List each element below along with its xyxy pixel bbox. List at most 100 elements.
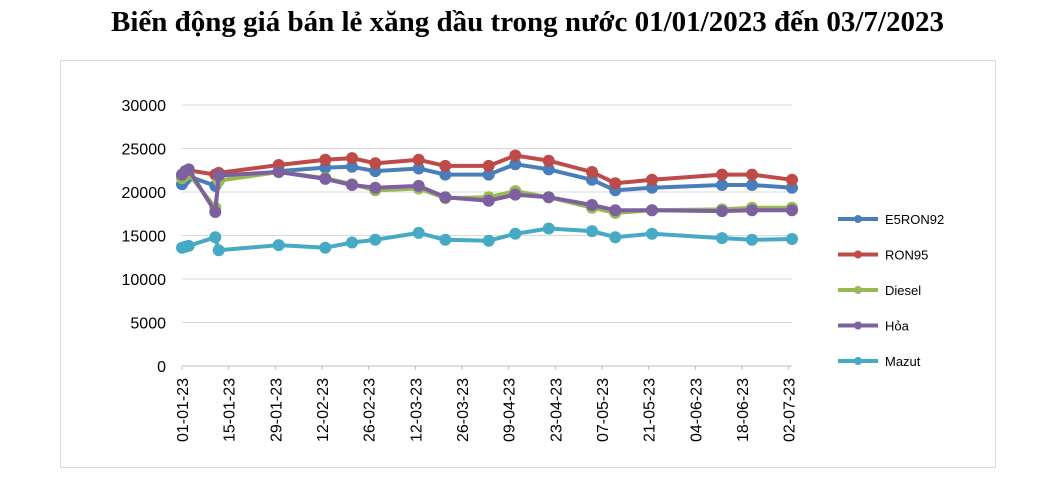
legend-item: Diesel bbox=[838, 283, 921, 298]
x-tick-label: 26-02-23 bbox=[362, 378, 379, 442]
legend-swatch-marker bbox=[854, 286, 862, 294]
data-point bbox=[646, 173, 658, 186]
x-tick-label: 26-03-23 bbox=[455, 378, 472, 442]
legend-label: Mazut bbox=[885, 354, 921, 369]
y-tick-label: 10000 bbox=[122, 272, 167, 289]
data-point bbox=[586, 225, 598, 238]
data-point bbox=[369, 233, 382, 246]
data-point bbox=[412, 162, 425, 175]
legend-item: Mazut bbox=[838, 354, 921, 369]
data-point bbox=[369, 157, 382, 170]
legend-swatch-marker bbox=[854, 357, 862, 365]
data-point bbox=[212, 169, 225, 182]
data-point bbox=[716, 168, 728, 181]
x-tick-label: 01-01-23 bbox=[175, 378, 192, 442]
series-lines bbox=[176, 149, 798, 257]
x-tick-label: 15-01-23 bbox=[222, 378, 239, 442]
data-point bbox=[509, 149, 522, 162]
data-point bbox=[439, 233, 452, 246]
data-point bbox=[346, 160, 358, 173]
y-tick-label: 30000 bbox=[122, 98, 167, 115]
data-point bbox=[369, 181, 382, 194]
legend-label: Diesel bbox=[885, 283, 921, 298]
data-point bbox=[319, 172, 332, 185]
data-point bbox=[182, 163, 195, 176]
x-tick-label: 12-03-23 bbox=[408, 378, 425, 442]
data-point bbox=[542, 154, 555, 167]
x-tick-label: 04-06-23 bbox=[688, 378, 705, 442]
data-point bbox=[482, 234, 495, 247]
data-point bbox=[346, 236, 358, 249]
legend-item: E5RON92 bbox=[838, 212, 944, 227]
y-tick-label: 25000 bbox=[122, 142, 167, 159]
data-point bbox=[609, 177, 622, 190]
series-ron95 bbox=[176, 149, 798, 190]
series-mazut bbox=[176, 222, 798, 257]
data-point bbox=[509, 227, 522, 240]
data-point bbox=[439, 168, 452, 181]
y-tick-label: 15000 bbox=[122, 229, 167, 246]
data-point bbox=[586, 166, 598, 178]
legend-label: RON95 bbox=[885, 248, 928, 263]
data-point bbox=[209, 231, 222, 244]
y-tick-label: 20000 bbox=[122, 185, 167, 202]
data-point bbox=[509, 188, 522, 201]
x-tick-label: 07-05-23 bbox=[595, 378, 612, 442]
data-point bbox=[646, 227, 658, 240]
data-point bbox=[482, 168, 495, 181]
data-point bbox=[746, 233, 758, 246]
data-point bbox=[346, 179, 358, 191]
data-point bbox=[482, 194, 495, 207]
data-point bbox=[439, 159, 452, 172]
data-point bbox=[212, 244, 225, 257]
y-tick-label: 5000 bbox=[130, 316, 166, 333]
series-hỏa bbox=[176, 163, 798, 218]
data-point bbox=[716, 179, 728, 191]
data-point bbox=[716, 232, 728, 245]
x-tick-label: 12-02-23 bbox=[315, 378, 332, 442]
legend-item: Hỏa bbox=[838, 319, 910, 334]
data-point bbox=[509, 158, 522, 171]
data-point bbox=[346, 152, 358, 165]
data-point bbox=[609, 204, 622, 217]
data-point bbox=[319, 153, 332, 166]
data-point bbox=[209, 206, 222, 218]
y-axis-ticks: 0 5000 10000 15000 20000 25000 30000 bbox=[122, 98, 167, 376]
x-axis-ticks: 01-01-23 15-01-23 29-01-23 12-02-23 26-02-23… bbox=[175, 366, 799, 442]
data-point bbox=[746, 168, 758, 181]
x-tick-label: 18-06-23 bbox=[735, 378, 752, 442]
data-point bbox=[482, 159, 495, 172]
data-point bbox=[272, 239, 285, 252]
data-point bbox=[646, 204, 658, 217]
data-point bbox=[786, 173, 798, 186]
data-point bbox=[542, 163, 555, 176]
legend: E5RON92 RON95 Diesel Hỏa Mazut bbox=[838, 212, 944, 369]
data-point bbox=[746, 204, 758, 217]
x-tick-label: 21-05-23 bbox=[642, 378, 659, 442]
data-point bbox=[272, 166, 285, 178]
data-point bbox=[786, 233, 798, 245]
data-point bbox=[182, 239, 195, 252]
y-tick-label: 0 bbox=[157, 359, 166, 376]
x-tick-label: 09-04-23 bbox=[502, 378, 519, 442]
series-line bbox=[180, 167, 794, 214]
chart-frame bbox=[60, 60, 996, 468]
chart-title: Biến động giá bán lẻ xăng dầu trong nước… bbox=[111, 6, 944, 38]
legend-label: E5RON92 bbox=[885, 212, 944, 227]
legend-label: Hỏa bbox=[885, 319, 910, 334]
data-point bbox=[716, 205, 728, 218]
data-point bbox=[542, 191, 555, 204]
data-point bbox=[412, 153, 425, 166]
legend-swatch-marker bbox=[854, 215, 862, 223]
x-tick-label: 02-07-23 bbox=[782, 378, 799, 442]
x-tick-label: 23-04-23 bbox=[548, 378, 565, 442]
data-point bbox=[609, 231, 622, 244]
data-point bbox=[319, 241, 332, 254]
data-point bbox=[786, 204, 798, 217]
data-point bbox=[746, 179, 758, 191]
x-tick-label: 29-01-23 bbox=[268, 378, 285, 442]
legend-swatch-marker bbox=[854, 250, 862, 259]
legend-swatch-marker bbox=[854, 321, 862, 330]
data-point bbox=[586, 199, 598, 211]
